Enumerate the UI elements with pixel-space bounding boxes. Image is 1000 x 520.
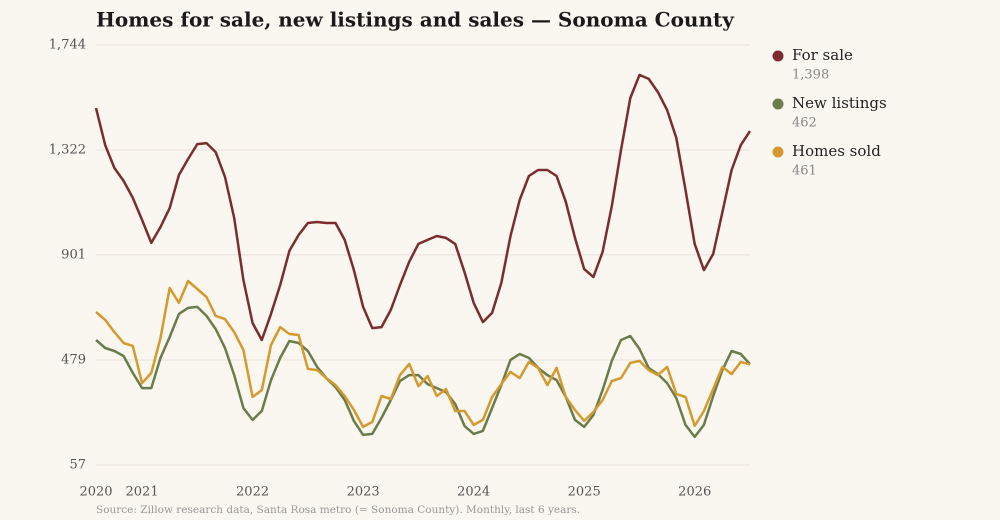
series-line bbox=[95, 279, 751, 429]
source-note: Source: Zillow research data, Santa Rosa… bbox=[96, 504, 580, 516]
legend-label: For sale bbox=[792, 46, 853, 64]
legend-marker bbox=[772, 98, 784, 110]
x-tick-label: 2024 bbox=[457, 485, 490, 500]
legend-value: 461 bbox=[792, 164, 817, 179]
y-tick-label: 479 bbox=[61, 352, 86, 367]
y-tick-label: 1,744 bbox=[49, 38, 86, 53]
y-tick-label: 901 bbox=[61, 247, 86, 262]
legend-marker bbox=[772, 50, 784, 62]
legend-label: New listings bbox=[792, 94, 887, 112]
x-tick-label: 2022 bbox=[236, 485, 269, 500]
legend-value: 1,398 bbox=[792, 68, 829, 83]
y-tick-label: 57 bbox=[69, 458, 86, 473]
chart-title: Homes for sale, new listings and sales —… bbox=[96, 8, 735, 32]
x-tick-label: 2021 bbox=[126, 485, 159, 500]
y-tick-label: 1,322 bbox=[49, 143, 86, 158]
legend-label: Homes sold bbox=[792, 142, 881, 160]
x-tick-label: 2025 bbox=[568, 485, 601, 500]
x-tick-label: 2020 bbox=[79, 485, 112, 500]
legend-value: 462 bbox=[792, 116, 817, 131]
series-line bbox=[94, 73, 752, 342]
x-tick-label: 2023 bbox=[347, 485, 380, 500]
legend-marker bbox=[772, 146, 784, 158]
x-tick-label: 2026 bbox=[678, 485, 711, 500]
